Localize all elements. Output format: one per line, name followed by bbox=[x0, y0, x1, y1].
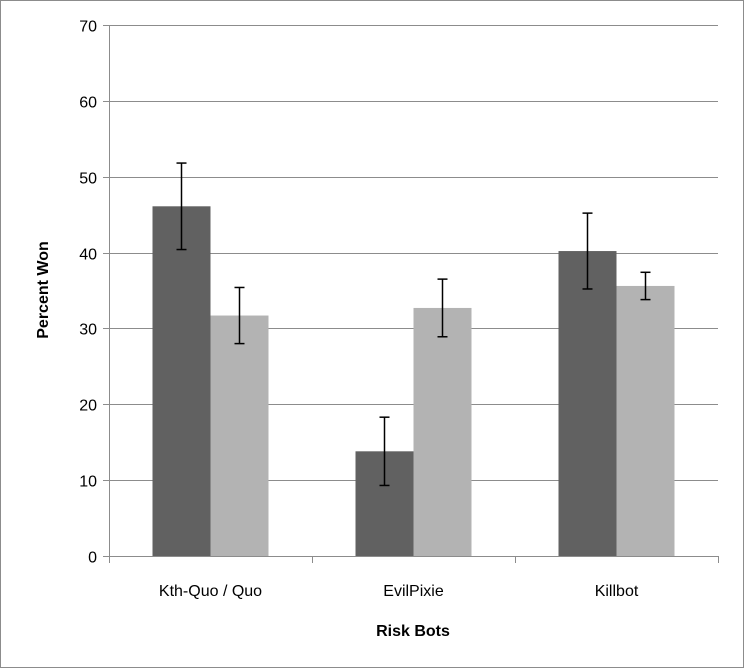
bars bbox=[152, 206, 675, 556]
y-tick-label: 10 bbox=[79, 474, 97, 491]
x-axis-title: Risk Bots bbox=[376, 623, 450, 640]
y-tick-label: 20 bbox=[79, 398, 97, 415]
bar-series-1 bbox=[558, 251, 617, 556]
bar-series-2 bbox=[616, 285, 675, 556]
x-tick-label: Kth-Quo / Quo bbox=[159, 583, 262, 600]
bar-series-2 bbox=[210, 315, 269, 556]
y-axis-title: Percent Won bbox=[35, 241, 52, 339]
y-tick-labels: 0 10 20 30 40 50 60 70 bbox=[79, 19, 97, 567]
x-tick-label: EvilPixie bbox=[383, 583, 444, 600]
y-tick-label: 0 bbox=[88, 550, 97, 567]
y-tick-label: 60 bbox=[79, 95, 97, 112]
y-tick-label: 70 bbox=[79, 19, 97, 36]
error-bars bbox=[176, 162, 651, 487]
x-tick-labels: Kth-Quo / Quo EvilPixie Killbot bbox=[159, 583, 639, 600]
x-tick-label: Killbot bbox=[595, 583, 639, 600]
y-tick-label: 40 bbox=[79, 247, 97, 264]
bar-series-1 bbox=[152, 206, 211, 556]
y-tick-label: 30 bbox=[79, 322, 97, 339]
axes bbox=[103, 25, 719, 563]
y-tick-label: 50 bbox=[79, 171, 97, 188]
bar-series-2 bbox=[413, 307, 472, 556]
